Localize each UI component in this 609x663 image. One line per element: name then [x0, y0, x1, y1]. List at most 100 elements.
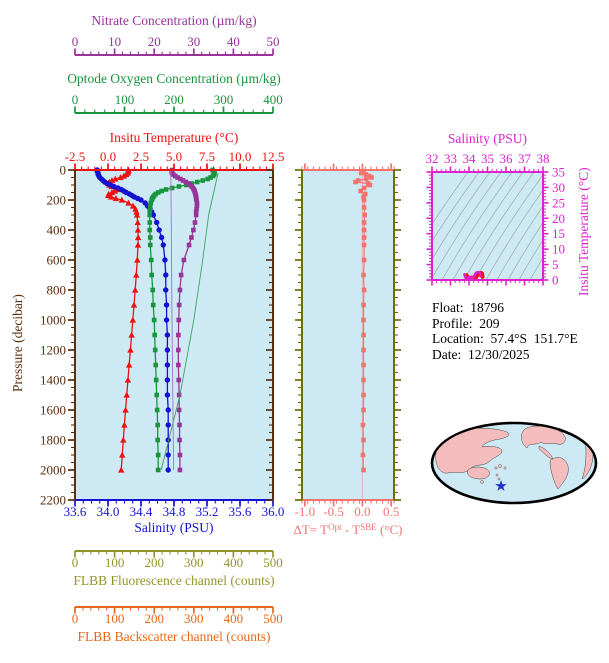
marker-square — [361, 227, 367, 233]
marker-square — [147, 235, 153, 240]
pressure-axis-title: Pressure (decibar) — [10, 294, 25, 392]
tick-label: 200 — [164, 92, 184, 107]
marker-circle — [156, 227, 162, 233]
tick-label: 0 — [60, 163, 67, 178]
ts-salinity-axis-title: Salinity (PSU) — [447, 131, 528, 146]
nitrate_reference_line-profile-line — [170, 169, 175, 471]
marker-square — [361, 194, 366, 200]
marker-square — [159, 188, 164, 194]
marker-square — [181, 257, 187, 263]
tick-label: 1400 — [40, 373, 66, 388]
marker-triangle — [133, 208, 140, 215]
marker-square — [193, 212, 199, 218]
backscatter-axis: 0 100 200 300 400 500 — [72, 606, 283, 626]
tick-label: 2200 — [40, 493, 66, 508]
marker-circle — [163, 317, 170, 323]
tick-label: 400 — [47, 223, 67, 238]
marker-square — [194, 206, 199, 212]
fluorescence-axis-title: FLBB Fluorescence channel (counts) — [73, 573, 275, 588]
marker-circle — [158, 234, 165, 241]
marker-triangle — [121, 421, 128, 428]
delta-right-spine — [393, 169, 401, 501]
temperature-axis-title: Insitu Temperature (°C) — [109, 130, 239, 145]
marker-square — [361, 185, 367, 191]
marker-square — [176, 362, 181, 368]
tick-label: 50 — [267, 34, 280, 49]
tick-label: 1800 — [40, 433, 66, 448]
marker-triangle — [125, 199, 132, 206]
ts-temperature-axis-title: Insitu Temperature (°C) — [576, 167, 591, 296]
marker-square — [360, 452, 366, 458]
marker-square — [356, 178, 361, 183]
marker-square — [172, 173, 178, 179]
delta-left-spine — [295, 169, 303, 501]
island — [498, 464, 502, 468]
marker-circle — [164, 332, 171, 338]
marker-circle — [165, 452, 171, 458]
contour-line — [529, 256, 543, 280]
tick-label: 300 — [184, 555, 204, 570]
tick-label: 500 — [263, 555, 283, 570]
location-value: 57.4°S 151.7°E — [490, 331, 578, 346]
delta-title-sup-opt: Opt — [328, 522, 342, 532]
marker-triangle — [129, 316, 137, 323]
delta-top-axis — [301, 163, 395, 171]
delta-title-sup-sbe: SBE — [360, 522, 377, 532]
tick-label: 2.5 — [133, 149, 149, 164]
marker-square — [176, 184, 182, 189]
marker-circle — [164, 362, 171, 368]
marker-square — [154, 407, 160, 413]
marker-square — [176, 317, 182, 323]
map-land — [435, 425, 594, 490]
right-spine — [266, 169, 274, 501]
marker-circle — [163, 272, 169, 278]
tick-label: 15 — [552, 226, 565, 241]
tick-label: 32 — [426, 151, 439, 166]
oxygen-axis-title: Optode Oxygen Concentration (µm/kg) — [67, 71, 281, 86]
marker-square — [155, 422, 160, 428]
tick-label: 300 — [214, 92, 234, 107]
marker-square — [152, 347, 158, 353]
contour-line — [507, 221, 543, 280]
marker-square — [147, 203, 153, 209]
tick-label: 35.2 — [196, 504, 219, 519]
marker-square — [361, 437, 366, 443]
tick-label: 35.6 — [229, 504, 252, 519]
marker-triangle — [134, 219, 141, 226]
marker-square — [186, 242, 192, 248]
marker-square — [148, 257, 154, 263]
tick-label: -1.0 — [295, 504, 316, 519]
tick-label: 1200 — [40, 343, 66, 358]
marker-triangle — [127, 346, 134, 353]
tick-label: 0 — [552, 273, 559, 288]
marker-square — [154, 392, 159, 398]
float-info-block: Float: 18796 Profile: 209 Location: 57.4… — [432, 300, 578, 362]
marker-square — [361, 317, 366, 323]
marker-square — [361, 272, 366, 278]
marker-circle — [138, 197, 144, 203]
marker-square — [369, 175, 374, 180]
marker-triangle — [123, 391, 130, 398]
marker-square — [361, 407, 366, 413]
tick-label: 100 — [115, 92, 135, 107]
marker-triangle — [128, 331, 135, 338]
marker-square — [361, 347, 366, 353]
island — [494, 466, 498, 470]
tick-label: 35 — [552, 165, 565, 180]
tick-label: 2000 — [40, 463, 66, 478]
marker-square — [361, 377, 366, 383]
delta-title-suffix: (°C) — [376, 522, 403, 537]
marker-triangle — [134, 256, 141, 263]
contour-line — [432, 172, 491, 261]
marker-square — [155, 437, 160, 443]
marker-square — [155, 467, 161, 473]
marker-triangle — [134, 241, 142, 248]
salinity-axis: 33.6 34.0 34.4 34.8 35.2 35.6 36.0 — [64, 499, 284, 519]
marker-square — [163, 187, 169, 192]
marker-square — [360, 422, 366, 428]
contour-line — [432, 172, 469, 225]
marker-square — [176, 407, 182, 413]
marker-circle — [162, 257, 168, 263]
backscatter-axis-title: FLBB Backscatter channel (counts) — [77, 629, 271, 644]
